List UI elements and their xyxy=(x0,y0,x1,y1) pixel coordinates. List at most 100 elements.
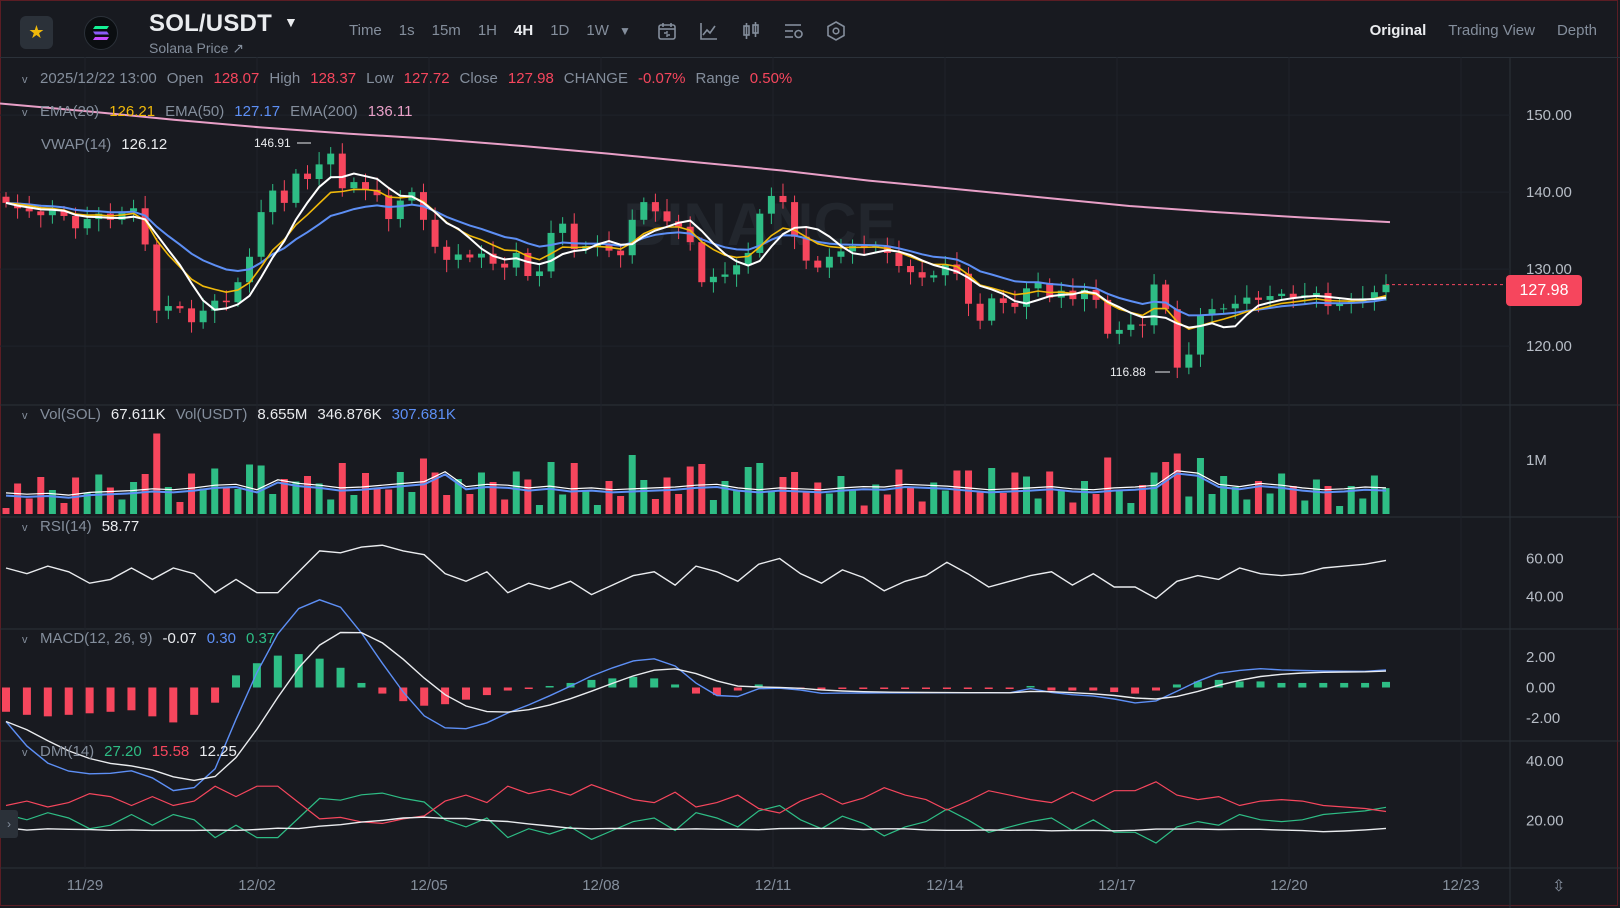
volume-bar xyxy=(118,499,126,514)
ema200-line xyxy=(0,102,1391,224)
rsi-axis-tick-label: 60.00 xyxy=(1526,551,1564,568)
favorite-star-icon[interactable]: ★ xyxy=(20,16,53,49)
calendar-icon[interactable] xyxy=(656,20,678,42)
interval-1w[interactable]: 1W xyxy=(586,22,609,39)
candle xyxy=(1289,293,1297,298)
macd-histogram-bar xyxy=(1047,687,1056,691)
pair-dropdown-chevron-icon[interactable]: ▼ xyxy=(284,14,298,30)
volume-bar xyxy=(454,479,462,514)
collapse-chevron-icon[interactable]: v xyxy=(22,634,28,646)
collapse-chevron-icon[interactable]: v xyxy=(22,522,28,534)
x-axis-tick-label: 12/14 xyxy=(926,877,964,894)
volume-bar xyxy=(686,466,694,514)
high-marker-label: 146.91 xyxy=(254,136,291,150)
candle xyxy=(153,244,161,311)
macd-histogram-bar xyxy=(2,687,10,712)
candle xyxy=(976,303,984,321)
volume-bar xyxy=(1266,493,1274,514)
candle xyxy=(501,263,509,268)
hexagon-settings-icon[interactable] xyxy=(825,20,847,42)
dmi-label: DMI(14) xyxy=(40,743,95,760)
candle xyxy=(965,273,973,304)
indicator-settings-icon[interactable] xyxy=(783,20,805,42)
volume-bar xyxy=(396,472,404,514)
vol-ma-value: 346.876K xyxy=(317,406,382,423)
volume-bar xyxy=(1115,490,1123,514)
candle xyxy=(280,190,288,203)
macd-histogram-bar xyxy=(1131,687,1140,694)
macd-histogram-bar xyxy=(922,687,930,690)
candle xyxy=(304,173,312,180)
line-chart-icon[interactable] xyxy=(698,20,720,42)
volume-bar xyxy=(1196,458,1204,514)
volume-bar xyxy=(1011,472,1019,514)
candle xyxy=(269,190,277,213)
volume-bar xyxy=(1336,506,1344,514)
collapse-chevron-icon[interactable]: v xyxy=(22,410,28,422)
candle xyxy=(570,223,578,250)
collapse-chevron-icon[interactable]: v xyxy=(22,747,28,759)
candle xyxy=(83,219,91,229)
candle xyxy=(1104,299,1112,334)
interval-15m[interactable]: 15m xyxy=(431,22,461,39)
tab-depth[interactable]: Depth xyxy=(1556,22,1597,39)
x-axis-tick-label: 12/20 xyxy=(1270,877,1308,894)
interval-1h[interactable]: 1H xyxy=(477,22,497,39)
vwap-label: VWAP(14) xyxy=(41,136,112,153)
volume-bar xyxy=(698,464,706,514)
macd-axis-tick-label: 2.00 xyxy=(1526,649,1555,666)
high-value: 128.37 xyxy=(310,70,357,87)
low-label: Low xyxy=(366,70,394,87)
volume-bar xyxy=(1220,476,1228,514)
vol-usdt-value: 8.655M xyxy=(257,406,308,423)
macd-histogram-bar xyxy=(566,682,575,688)
ema50-value: 127.17 xyxy=(234,103,281,120)
candle xyxy=(1080,289,1088,300)
macd-histogram-bar xyxy=(942,687,951,690)
macd-histogram-bar xyxy=(273,655,282,688)
interval-4h[interactable]: 4H xyxy=(514,22,534,39)
expand-icon[interactable]: ⇳ xyxy=(1552,878,1566,895)
candle xyxy=(466,254,474,258)
x-axis-tick-label: 12/23 xyxy=(1442,877,1480,894)
pair-title[interactable]: SOL/USDT xyxy=(149,10,272,37)
ema50-label: EMA(50) xyxy=(165,103,225,120)
candle xyxy=(535,271,543,277)
macd-histogram-bar xyxy=(482,687,491,696)
vwap-value: 126.12 xyxy=(121,136,168,153)
volume-bar xyxy=(930,482,938,514)
macd-histogram-bar xyxy=(357,682,366,688)
interval-1d[interactable]: 1D xyxy=(550,22,570,39)
macd-signal-line xyxy=(5,631,1387,782)
interval-1s[interactable]: 1s xyxy=(398,22,415,39)
interval-more-chevron-icon[interactable]: ▼ xyxy=(619,24,631,38)
macd-histogram-bar xyxy=(1340,682,1349,688)
collapse-chevron-icon[interactable]: v xyxy=(22,74,28,86)
macd-histogram-bar xyxy=(378,687,387,694)
candle xyxy=(675,221,683,227)
tab-original[interactable]: Original xyxy=(1369,22,1427,39)
volume-bar xyxy=(907,487,915,514)
macd-histogram-bar xyxy=(1298,682,1307,688)
x-axis-tick-label: 12/08 xyxy=(582,877,620,894)
interval-time[interactable]: Time xyxy=(349,22,382,39)
macd-value1: -0.07 xyxy=(162,630,197,647)
candlestick-chart[interactable]: 11/29 12/02 12/05 12/08 12/11 12/14 12/17 12/20… xyxy=(0,57,1620,908)
volume-bar xyxy=(663,477,671,514)
price-axis-tick-label: 120.00 xyxy=(1526,338,1572,355)
macd-axis-tick-label: 0.00 xyxy=(1526,680,1555,697)
candle xyxy=(918,272,926,278)
macd-axis-tick-label: -2.00 xyxy=(1526,710,1560,727)
macd-histogram-bar xyxy=(148,687,157,717)
pair-subtitle-link[interactable]: Solana Price ↗ xyxy=(149,40,244,56)
tab-trading-view[interactable]: Trading View xyxy=(1448,22,1535,39)
volume-bar xyxy=(1034,498,1042,514)
candle-settings-icon[interactable] xyxy=(740,20,762,42)
candle xyxy=(292,173,300,203)
collapse-chevron-icon[interactable]: v xyxy=(22,107,28,119)
candle xyxy=(663,211,671,222)
volume-bar xyxy=(350,495,358,514)
sidebar-expand-arrow-icon[interactable]: › xyxy=(0,810,18,838)
volume-bar xyxy=(1023,476,1031,514)
macd-histogram-bar xyxy=(1172,684,1181,688)
